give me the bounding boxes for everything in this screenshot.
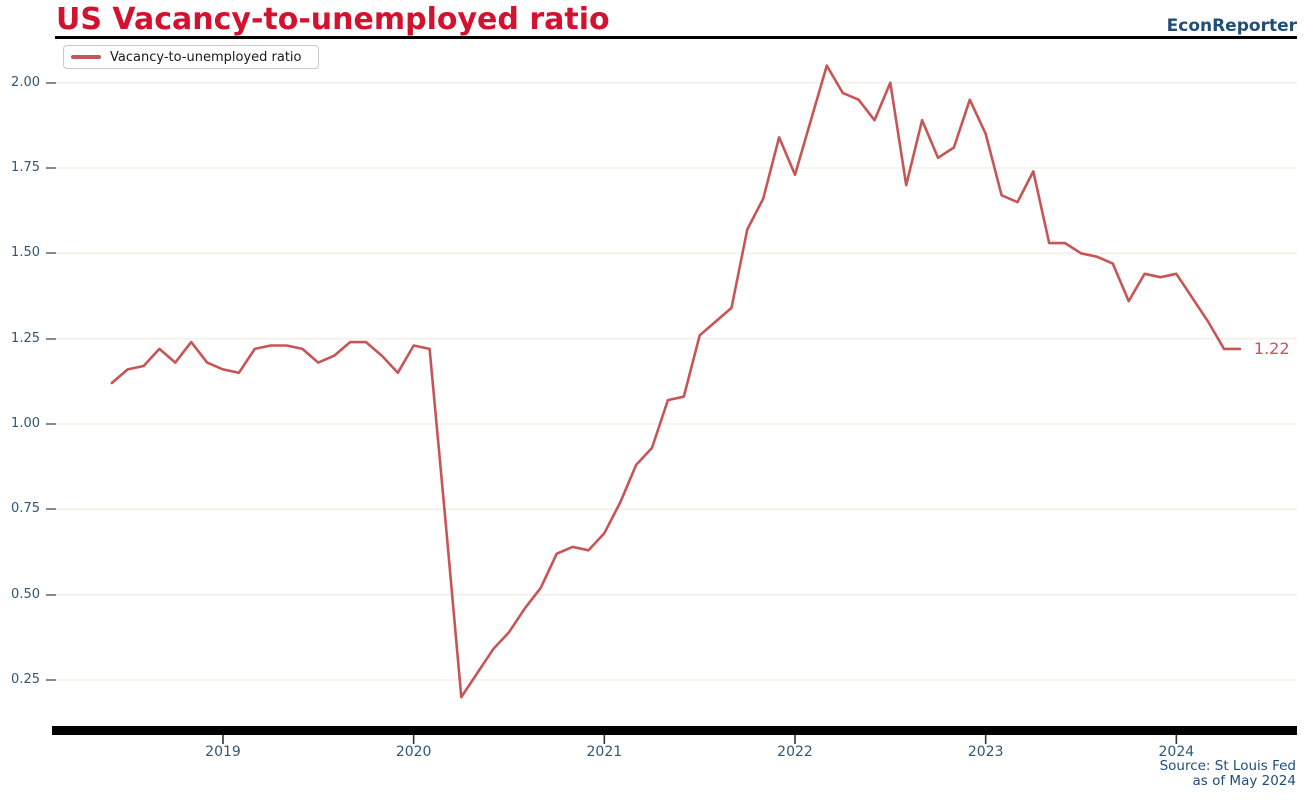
x-tick-label: 2022 [777,744,813,760]
chart-legend: Vacancy-to-unemployed ratio [63,45,319,69]
x-tick-label: 2023 [967,744,1004,760]
source-line-1: Source: St Louis Fed [1159,758,1296,774]
y-tick-label: 0.75 [11,501,40,517]
y-tick-dash [46,167,56,169]
y-tick-dash [46,423,56,425]
y-tick-label: 1.50 [11,245,40,261]
legend-line-swatch [71,55,101,59]
y-tick-label: 1.00 [11,416,40,431]
y-tick-label: 2.00 [11,74,40,90]
last-value-annotation: 1.22 [1253,338,1290,358]
series-line [110,64,1242,699]
y-tick-label: 1.25 [11,330,40,346]
y-tick-dash [46,252,56,255]
y-tick-label: 0.25 [11,671,40,687]
legend-series-label: Vacancy-to-unemployed ratio [110,49,302,65]
y-tick-dash [46,593,56,596]
title-underline [55,36,1297,39]
source-note: Source: St Louis Fed as of May 2024 [1160,759,1296,789]
x-tick-label: 2019 [205,744,241,760]
y-tick-label: 1.75 [11,160,40,175]
y-tick-dash [46,337,56,340]
brand-logo-econreporter: EconReporter [1166,16,1297,36]
y-tick-dash [46,508,56,511]
x-tick-label: 2021 [586,744,623,760]
y-tick-dash [46,678,56,681]
page-title: US Vacancy-to-unemployed ratio [56,2,610,37]
y-tick-label: 0.50 [11,586,40,602]
x-tick-label: 2024 [1158,744,1195,760]
source-line-2: as of May 2024 [1192,773,1296,789]
x-axis-bar [52,726,1297,735]
y-tick-dash [46,81,56,84]
x-tick-label: 2020 [395,744,432,760]
